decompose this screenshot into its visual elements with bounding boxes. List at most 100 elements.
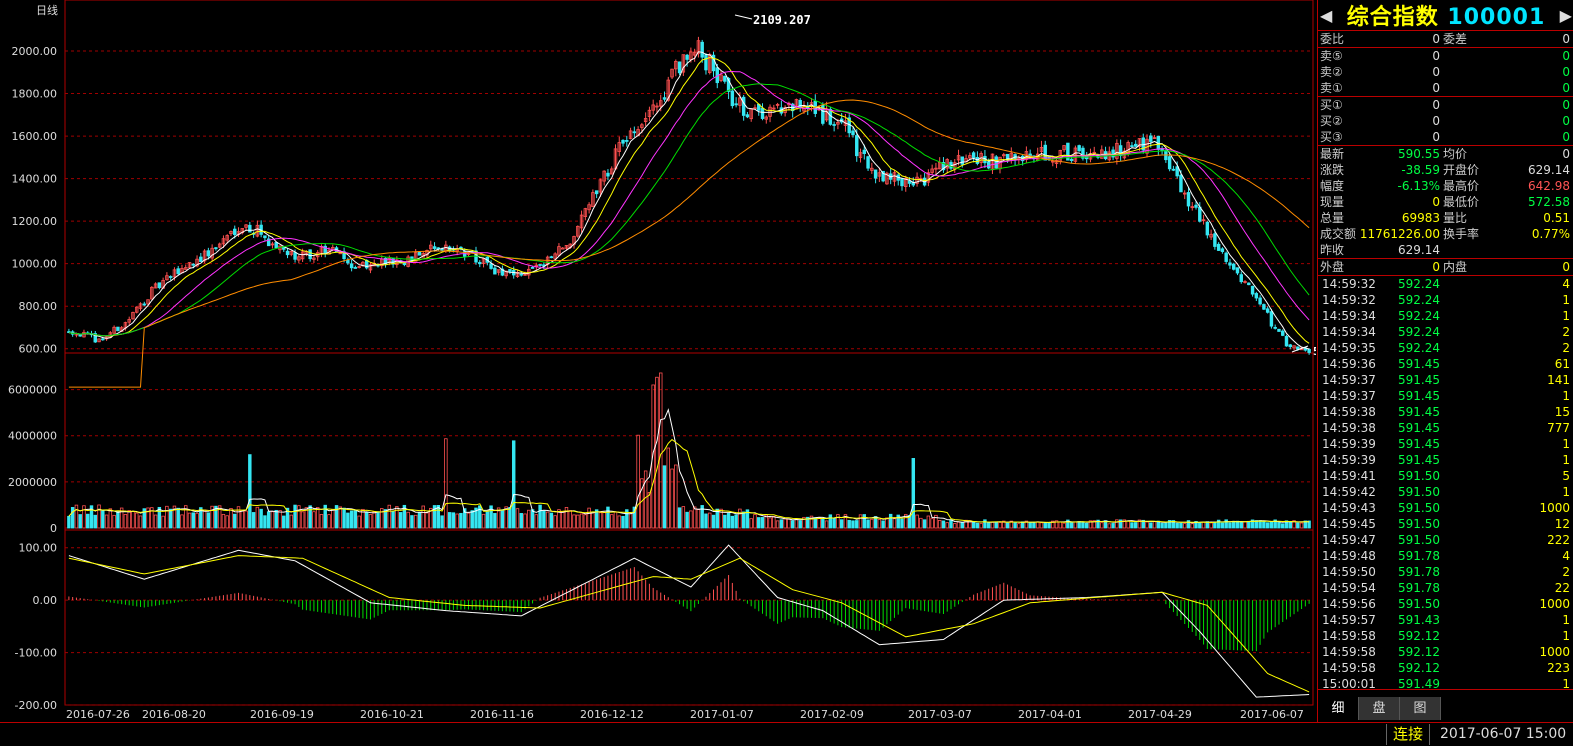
candle-body — [210, 247, 214, 259]
volume-bar — [421, 505, 425, 529]
volume-bar — [82, 505, 86, 529]
connection-status[interactable]: 连接 — [1386, 724, 1431, 745]
volume-bar — [67, 515, 71, 529]
candle-body — [1062, 145, 1066, 151]
quote-value: -6.13% — [1397, 179, 1440, 193]
volume-bar — [1269, 521, 1274, 529]
volume-bar — [1039, 522, 1044, 529]
status-datetime: 2017-06-07 15:00 — [1440, 726, 1567, 742]
volume-bar — [180, 514, 184, 529]
volume-bar — [930, 518, 934, 529]
tick-trade-row[interactable]: 15:00:01 591.49 1 — [1318, 676, 1573, 690]
candle-body — [892, 172, 897, 182]
candle-body — [726, 78, 731, 92]
tick-price: 592.12 — [1398, 629, 1440, 643]
tick-time: 14:59:42 — [1322, 485, 1376, 499]
quote-value: 629.14 — [1398, 243, 1440, 257]
tick-trade-row[interactable]: 14:59:32 592.24 1 — [1318, 292, 1573, 308]
volume-tick-label: 0 — [50, 522, 57, 535]
candle-body — [1284, 335, 1289, 347]
volume-bar — [772, 516, 776, 529]
volume-bar — [346, 512, 350, 529]
tab-0[interactable]: 细 — [1318, 697, 1359, 720]
tick-trade-row[interactable]: 14:59:37 591.45 141 — [1318, 372, 1573, 388]
kline-chart[interactable]: 日线 2000.00 1800.00 1600.00 1400.00 1200.00 100… — [0, 0, 1316, 722]
prev-triangle-icon[interactable]: ◀ — [1320, 5, 1333, 25]
tick-trade-row[interactable]: 14:59:32 592.24 4 — [1318, 276, 1573, 292]
candle-body — [168, 276, 173, 278]
candle-body — [270, 243, 275, 246]
candle-body — [67, 331, 71, 334]
volume-bar — [542, 510, 546, 529]
candle-body — [1258, 297, 1262, 305]
tick-price: 591.50 — [1398, 597, 1440, 611]
volume-bar — [1220, 522, 1225, 529]
tick-trade-row[interactable]: 14:59:56 591.50 1000 — [1318, 596, 1573, 612]
volume-bar — [470, 510, 474, 529]
price-tick-label: 1000.00 — [12, 258, 58, 271]
candle-body — [1190, 206, 1194, 209]
tick-trade-row[interactable]: 14:59:42 591.50 1 — [1318, 484, 1573, 500]
tick-trade-row[interactable]: 14:59:37 591.45 1 — [1318, 388, 1573, 404]
volume-bar — [806, 516, 810, 529]
volume-bar — [1198, 521, 1202, 529]
volume-bar — [300, 511, 305, 529]
tick-trade-row[interactable]: 14:59:38 591.45 15 — [1318, 404, 1573, 420]
tick-trade-row[interactable]: 14:59:48 591.78 4 — [1318, 548, 1573, 564]
inner-label: 内盘 — [1443, 260, 1468, 274]
volume-bar — [274, 509, 278, 529]
candle-body — [101, 338, 105, 341]
volume-bar — [734, 514, 738, 529]
candle-body — [655, 105, 659, 108]
tick-trade-row[interactable]: 14:59:35 592.24 2 — [1318, 340, 1573, 356]
tick-trade-row[interactable]: 14:59:38 591.45 777 — [1318, 420, 1573, 436]
volume-bar — [157, 506, 162, 529]
next-triangle-icon[interactable]: ▶ — [1559, 5, 1572, 25]
tick-trades-list[interactable]: 14:59:32 592.24 4 14:59:32 592.24 1 14:59:34 59… — [1318, 276, 1573, 690]
tick-volume: 2 — [1562, 341, 1570, 355]
tick-trade-row[interactable]: 14:59:41 591.50 5 — [1318, 468, 1573, 484]
volume-bar — [1254, 520, 1259, 529]
volume-bar — [199, 507, 203, 529]
tick-trade-row[interactable]: 14:59:43 591.50 1000 — [1318, 500, 1573, 516]
volume-bar — [86, 513, 90, 529]
tick-trade-row[interactable]: 14:59:50 591.78 2 — [1318, 564, 1573, 580]
ma10-line — [68, 56, 1310, 344]
tick-volume: 1 — [1562, 677, 1570, 690]
tab-2[interactable]: 图 — [1400, 697, 1441, 720]
tick-trade-row[interactable]: 14:59:34 592.24 2 — [1318, 324, 1573, 340]
price-tick-label: 800.00 — [19, 300, 58, 313]
tick-volume: 1 — [1562, 485, 1570, 499]
candle-body — [500, 268, 505, 276]
candle-body — [1130, 145, 1134, 148]
volume-bar — [519, 513, 523, 529]
kline-chart-area[interactable]: 日线 2000.00 1800.00 1600.00 1400.00 1200.00 100… — [0, 0, 1316, 722]
candle-body — [1043, 144, 1047, 161]
tick-trade-row[interactable]: 14:59:39 591.45 1 — [1318, 436, 1573, 452]
candle-body — [647, 109, 652, 117]
sell-level-row: 卖⑤ 0 0 — [1318, 48, 1573, 64]
tick-price: 591.50 — [1398, 533, 1440, 547]
tab-1[interactable]: 盘 — [1359, 697, 1400, 720]
tick-trade-row[interactable]: 14:59:57 591.43 1 — [1318, 612, 1573, 628]
tick-trade-row[interactable]: 14:59:54 591.78 22 — [1318, 580, 1573, 596]
tick-trade-row[interactable]: 14:59:34 592.24 1 — [1318, 308, 1573, 324]
candle-body — [538, 264, 542, 266]
volume-bar — [1247, 520, 1251, 529]
price-tick-label: 2000.00 — [12, 45, 58, 58]
tick-trade-row[interactable]: 14:59:58 592.12 1000 — [1318, 644, 1573, 660]
tick-trade-row[interactable]: 14:59:58 592.12 223 — [1318, 660, 1573, 676]
tick-trade-row[interactable]: 14:59:45 591.50 12 — [1318, 516, 1573, 532]
volume-bar — [123, 514, 128, 529]
volume-bar — [425, 512, 429, 529]
tick-trade-row[interactable]: 14:59:47 591.50 222 — [1318, 532, 1573, 548]
volume-bar — [674, 464, 678, 529]
tick-trade-row[interactable]: 14:59:36 591.45 61 — [1318, 356, 1573, 372]
quote-panel: ◀ 综合指数 100001 ▶ 委比 0 委差 0 卖⑤ 0 0 卖② 0 0 卖① 0 0 买… — [1317, 0, 1573, 722]
buy-level-label: 买② — [1320, 114, 1343, 128]
candle-body — [1228, 262, 1232, 266]
tick-trade-row[interactable]: 14:59:58 592.12 1 — [1318, 628, 1573, 644]
volume-bar — [161, 515, 165, 529]
tick-trade-row[interactable]: 14:59:39 591.45 1 — [1318, 452, 1573, 468]
volume-bar — [376, 511, 380, 529]
